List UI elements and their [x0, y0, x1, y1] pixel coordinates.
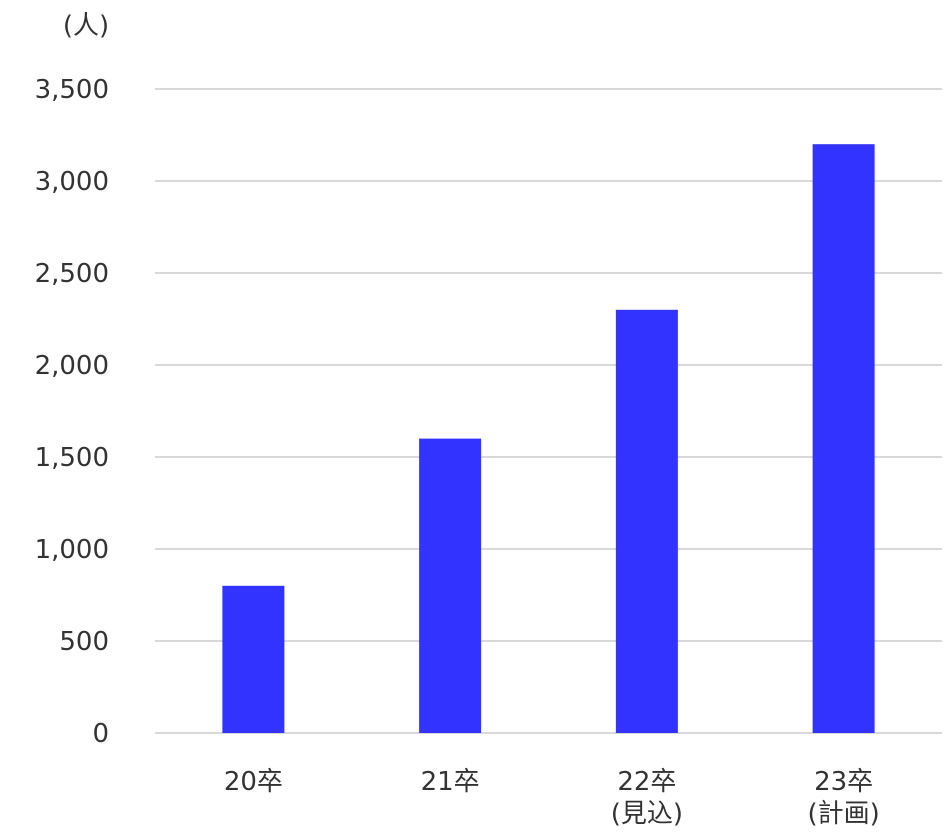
y-tick-label: 1,500	[35, 443, 109, 473]
y-axis-unit-label: (人)	[63, 11, 109, 41]
x-category-label: (計画)	[807, 799, 879, 829]
bars	[222, 144, 875, 733]
x-axis-labels: 20卒 21卒 22卒(見込) 23卒(計画)	[224, 767, 880, 829]
bar	[812, 144, 875, 733]
y-tick-label: 500	[59, 627, 109, 657]
y-tick-label: 1,000	[35, 535, 109, 565]
bar	[615, 309, 678, 733]
y-tick-label: 3,000	[35, 167, 109, 197]
gridlines	[155, 88, 942, 734]
y-tick-label: 2,000	[35, 351, 109, 381]
bar	[419, 438, 482, 733]
x-category-label: 22卒	[617, 767, 676, 797]
bar	[222, 585, 285, 733]
y-tick-label: 0	[92, 719, 109, 749]
x-category-label: 21卒	[421, 767, 480, 797]
y-tick-label: 3,500	[35, 75, 109, 105]
x-category-label: 23卒	[814, 767, 873, 797]
x-category-label: 20卒	[224, 767, 283, 797]
x-category-label: (見込)	[611, 799, 683, 829]
y-tick-label: 2,500	[35, 259, 109, 289]
y-axis-ticks: 0 500 1,000 1,500 2,000 2,500 3,000 3,500	[35, 75, 109, 749]
